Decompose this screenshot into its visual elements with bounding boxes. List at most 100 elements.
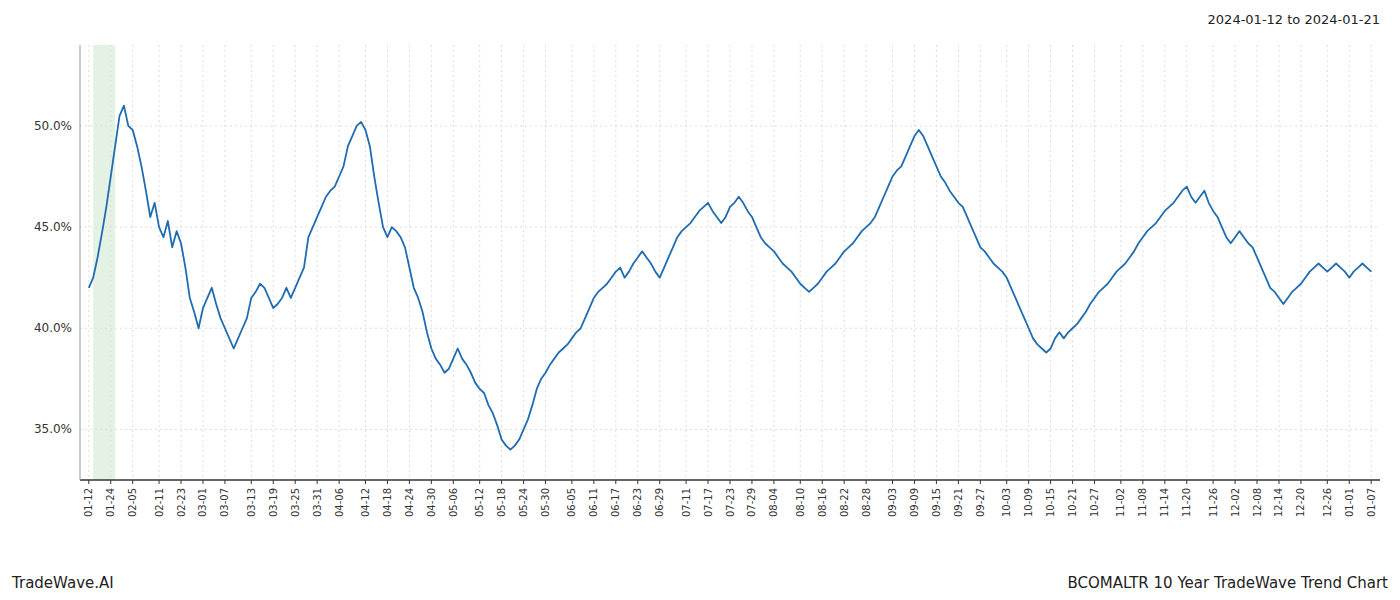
x-tick-label: 12-08 [1252,488,1263,517]
x-grid-line [88,45,89,480]
x-tick-label: 04-30 [426,488,437,517]
x-grid-line [224,45,225,480]
x-tick-label: 09-27 [975,488,986,517]
x-tick-label: 12-02 [1230,488,1241,517]
annotation: TradeWave.AI [11,574,114,592]
x-tick-label: 12-14 [1273,488,1284,517]
x-tick-label: 01-01 [1344,488,1355,517]
x-tick-label: 10-03 [1001,488,1012,517]
x-tick-label: 08-10 [795,488,806,517]
x-tick-label: 08-22 [839,488,850,517]
x-grid-line [545,45,546,480]
x-grid-line [1371,45,1372,480]
x-tick-label: 05-12 [474,488,485,517]
x-tick-label: 02-23 [176,488,187,517]
x-grid-line [571,45,572,480]
x-tick-label: 08-28 [861,488,872,517]
x-tick-label: 03-01 [197,488,208,517]
x-tick-label: 10-09 [1023,488,1034,517]
x-grid-line [1142,45,1143,480]
x-grid-line [110,45,111,480]
x-tick-label: 03-25 [290,488,301,517]
x-grid-line [202,45,203,480]
x-grid-line [295,45,296,480]
x-tick-label: 09-21 [953,488,964,517]
x-tick-label: 03-19 [268,488,279,517]
x-tick-label: 06-17 [610,488,621,517]
x-tick-label: 11-26 [1208,488,1219,517]
x-grid-line [637,45,638,480]
x-tick-label: 06-05 [566,488,577,517]
x-tick-label: 11-02 [1115,488,1126,517]
x-grid-line [615,45,616,480]
subtitle: 2024-01-12 to 2024-01-21 [1208,12,1380,27]
x-tick-label: 04-12 [360,488,371,517]
x-grid-line [159,45,160,480]
x-grid-line [1327,45,1328,480]
x-tick-label: 10-27 [1089,488,1100,517]
x-tick-label: 07-29 [746,488,757,517]
x-tick-label: 06-29 [654,488,665,517]
x-tick-label: 09-03 [887,488,898,517]
y-grid-line [80,328,1380,329]
x-grid-line [365,45,366,480]
x-tick-label: 05-30 [540,488,551,517]
x-tick-label: 05-18 [496,488,507,517]
x-tick-label: 12-26 [1322,488,1333,517]
x-grid-line [273,45,274,480]
x-grid-line [1300,45,1301,480]
y-tick-label: 50.0% [34,119,72,133]
series-group [89,106,1371,450]
x-grid-line [914,45,915,480]
title: BCOMALTR 10 Year TradeWave Trend Chart [1067,574,1388,592]
x-tick-label: 02-11 [154,488,165,517]
x-grid-line [251,45,252,480]
x-tick-label: 10-21 [1067,488,1078,517]
x-grid-line [453,45,454,480]
y-tick-label: 40.0% [34,321,72,335]
x-tick-label: 01-07 [1366,488,1377,517]
x-grid-line [866,45,867,480]
x-grid-line [1120,45,1121,480]
x-grid-line [1235,45,1236,480]
x-grid-line [132,45,133,480]
x-axis [80,479,1380,481]
x-grid-line [339,45,340,480]
x-tick-label: 02-05 [127,488,138,517]
x-grid-line [1094,45,1095,480]
x-tick-label: 06-11 [588,488,599,517]
x-grid-line [773,45,774,480]
grid [80,45,1380,480]
x-tick-label: 01-24 [105,488,116,517]
x-grid-line [181,45,182,480]
x-grid-line [1257,45,1258,480]
x-grid-line [593,45,594,480]
x-grid-line [1006,45,1007,480]
x-grid-line [1072,45,1073,480]
x-tick-label: 04-06 [334,488,345,517]
x-grid-line [1050,45,1051,480]
x-grid-line [659,45,660,480]
x-grid-line [751,45,752,480]
y-axis [80,45,81,480]
x-tick-label: 03-13 [246,488,257,517]
x-tick-label: 03-07 [219,488,230,517]
x-tick-label: 10-15 [1045,488,1056,517]
x-tick-label: 12-20 [1295,488,1306,517]
x-grid-line [501,45,502,480]
x-tick-label: 05-24 [518,488,529,517]
x-grid-line [730,45,731,480]
x-grid-line [1278,45,1279,480]
x-tick-label: 07-23 [725,488,736,517]
x-grid-line [1028,45,1029,480]
x-grid-line [936,45,937,480]
x-grid-line [1213,45,1214,480]
x-grid-line [800,45,801,480]
y-tick-label: 35.0% [34,422,72,436]
x-grid-line [317,45,318,480]
x-tick-label: 05-06 [448,488,459,517]
y-tick-label: 45.0% [34,220,72,234]
x-tick-label: 11-20 [1181,488,1192,517]
y-grid-line [80,429,1380,430]
x-grid-line [431,45,432,480]
